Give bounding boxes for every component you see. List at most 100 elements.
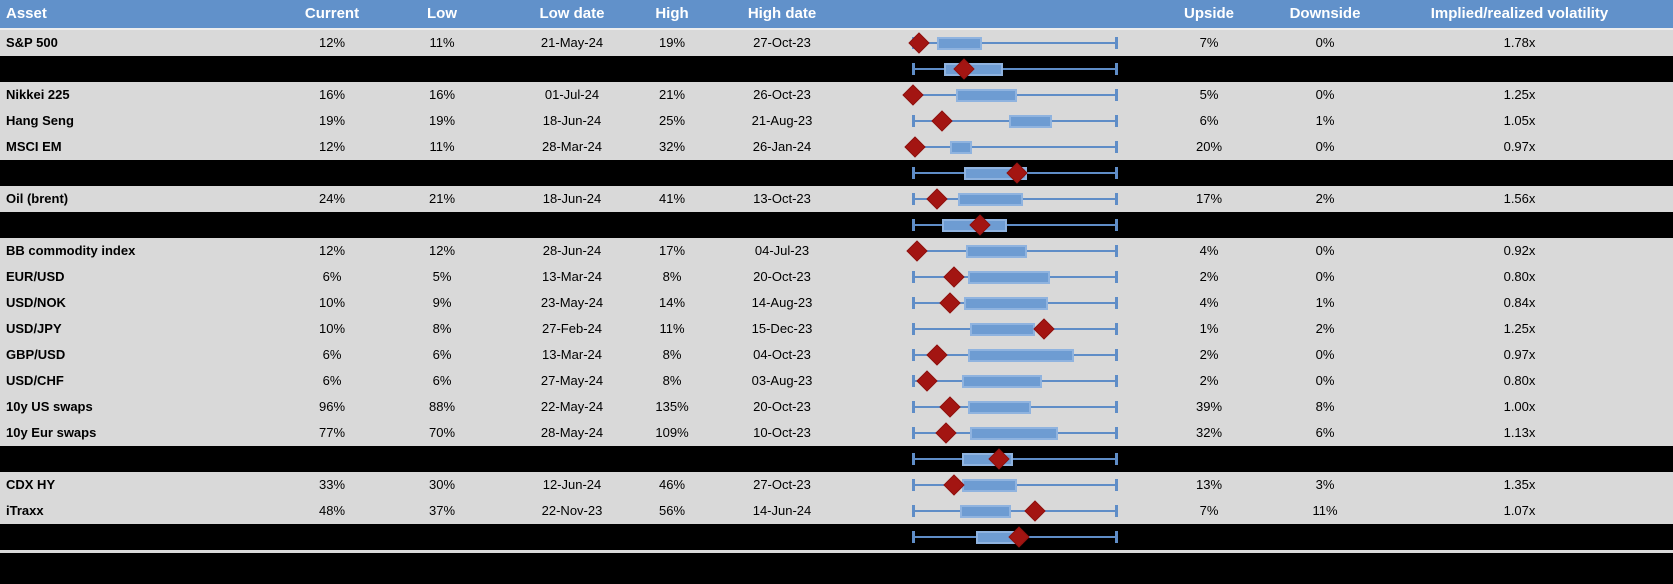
whisker-cap-left: [912, 349, 915, 361]
boxplot: [912, 472, 1118, 498]
asset-name: Nikkei 225: [6, 87, 70, 102]
current-value: 10%: [318, 295, 346, 310]
boxplot-cell: [864, 264, 1134, 290]
high-value: 56%: [658, 503, 686, 518]
asset-name: CDX HY: [6, 477, 56, 492]
low-value: 88%: [428, 399, 456, 414]
column-header-implied-realized-volatility: Implied/realized volatility: [1430, 5, 1609, 22]
boxplot: [912, 420, 1118, 446]
whisker-cap-left: [912, 375, 915, 387]
table-row-eurusd: EUR/USD 6% 5% 13-Mar-24 8% 20-Oct-23 2% …: [0, 264, 1673, 290]
low-value: 30%: [428, 477, 456, 492]
range-box: [968, 270, 1050, 284]
whisker-cap-right: [1115, 115, 1118, 127]
range-box: [955, 88, 1018, 102]
high-date: 10-Oct-23: [753, 425, 811, 440]
low-value: 6%: [432, 373, 452, 388]
upside-value: 2%: [1199, 347, 1219, 362]
high-date: 20-Oct-23: [753, 269, 811, 284]
whisker-line: [913, 68, 1117, 70]
whisker-line: [913, 458, 1117, 460]
asset-name: S&P 500: [6, 35, 58, 50]
asset-name: Oil (brent): [6, 191, 69, 206]
high-date: 27-Oct-23: [753, 477, 811, 492]
summary-band-row: [0, 160, 1673, 186]
low-date: 13-Mar-24: [542, 269, 602, 284]
boxplot-cell: [864, 394, 1134, 420]
whisker-cap-right: [1115, 141, 1118, 153]
asset-name: 10y US swaps: [6, 399, 93, 414]
high-value: 11%: [659, 321, 685, 336]
boxplot-cell: [864, 56, 1134, 82]
column-header-high-date: High date: [747, 5, 817, 22]
whisker-cap-left: [912, 219, 915, 231]
boxplot-cell: [864, 290, 1134, 316]
whisker-cap-right: [1115, 297, 1118, 309]
asset-name: iTraxx: [6, 503, 44, 518]
current-diamond-marker: [1024, 500, 1046, 522]
low-date: 28-Jun-24: [542, 243, 602, 258]
column-header-low-date: Low date: [539, 5, 605, 22]
table-row-nikkei225: Nikkei 225 16% 16% 01-Jul-24 21% 26-Oct-…: [0, 82, 1673, 108]
boxplot: [912, 56, 1118, 82]
range-box: [964, 296, 1048, 310]
whisker-cap-right: [1115, 245, 1118, 257]
range-box: [937, 36, 983, 50]
low-value: 16%: [428, 87, 456, 102]
boxplot-cell: [864, 524, 1134, 550]
low-date: 28-Mar-24: [542, 139, 602, 154]
boxplot-cell: [864, 420, 1134, 446]
column-header-upside: Upside: [1183, 5, 1234, 22]
whisker-cap-right: [1115, 167, 1118, 179]
boxplot: [912, 446, 1118, 472]
whisker-cap-right: [1115, 479, 1118, 491]
current-diamond-marker: [908, 32, 930, 54]
downside-value: 11%: [1312, 503, 1338, 518]
upside-value: 32%: [1195, 425, 1223, 440]
low-date: 27-Feb-24: [542, 321, 602, 336]
summary-band-row: [0, 524, 1673, 550]
current-diamond-marker: [930, 110, 953, 132]
table-header-row: Asset Current Low Low date High High dat…: [0, 0, 1673, 30]
high-value: 8%: [662, 347, 682, 362]
whisker-cap-right: [1115, 193, 1118, 205]
high-value: 135%: [655, 399, 689, 414]
low-date: 01-Jul-24: [544, 87, 600, 102]
high-value: 8%: [662, 373, 682, 388]
downside-value: 0%: [1315, 139, 1335, 154]
upside-value: 39%: [1195, 399, 1223, 414]
boxplot: [912, 160, 1118, 186]
implied-realized-vol-value: 1.25x: [1503, 87, 1536, 102]
column-header-low: Low: [427, 5, 457, 22]
whisker-cap-left: [912, 479, 915, 491]
high-date: 03-Aug-23: [751, 373, 813, 388]
high-value: 8%: [662, 269, 682, 284]
boxplot-cell: [864, 30, 1134, 56]
whisker-cap-left: [912, 193, 915, 205]
table-row-usdnok: USD/NOK 10% 9% 23-May-24 14% 14-Aug-23 4…: [0, 290, 1673, 316]
downside-value: 3%: [1315, 477, 1335, 492]
table-row-msciem: MSCI EM 12% 11% 28-Mar-24 32% 26-Jan-24 …: [0, 134, 1673, 160]
current-value: 96%: [318, 399, 346, 414]
high-value: 14%: [658, 295, 686, 310]
low-date: 22-Nov-23: [541, 503, 603, 518]
upside-value: 2%: [1199, 373, 1219, 388]
whisker-cap-right: [1115, 427, 1118, 439]
whisker-line: [913, 146, 1117, 148]
implied-realized-vol-value: 1.05x: [1503, 113, 1536, 128]
downside-value: 8%: [1315, 399, 1335, 414]
whisker-cap-right: [1115, 401, 1118, 413]
asset-name: GBP/USD: [6, 347, 66, 362]
table-row-10y-eur-swaps: 10y Eur swaps 77% 70% 28-May-24 109% 10-…: [0, 420, 1673, 446]
low-date: 18-Jun-24: [542, 191, 602, 206]
whisker-cap-left: [912, 401, 915, 413]
range-box: [966, 244, 1028, 258]
high-value: 32%: [658, 139, 686, 154]
high-value: 25%: [658, 113, 686, 128]
low-date: 18-Jun-24: [542, 113, 602, 128]
downside-value: 0%: [1315, 373, 1335, 388]
range-box: [961, 478, 1018, 492]
boxplot: [902, 82, 1118, 108]
whisker-cap-left: [912, 505, 915, 517]
implied-realized-vol-value: 0.97x: [1503, 139, 1536, 154]
